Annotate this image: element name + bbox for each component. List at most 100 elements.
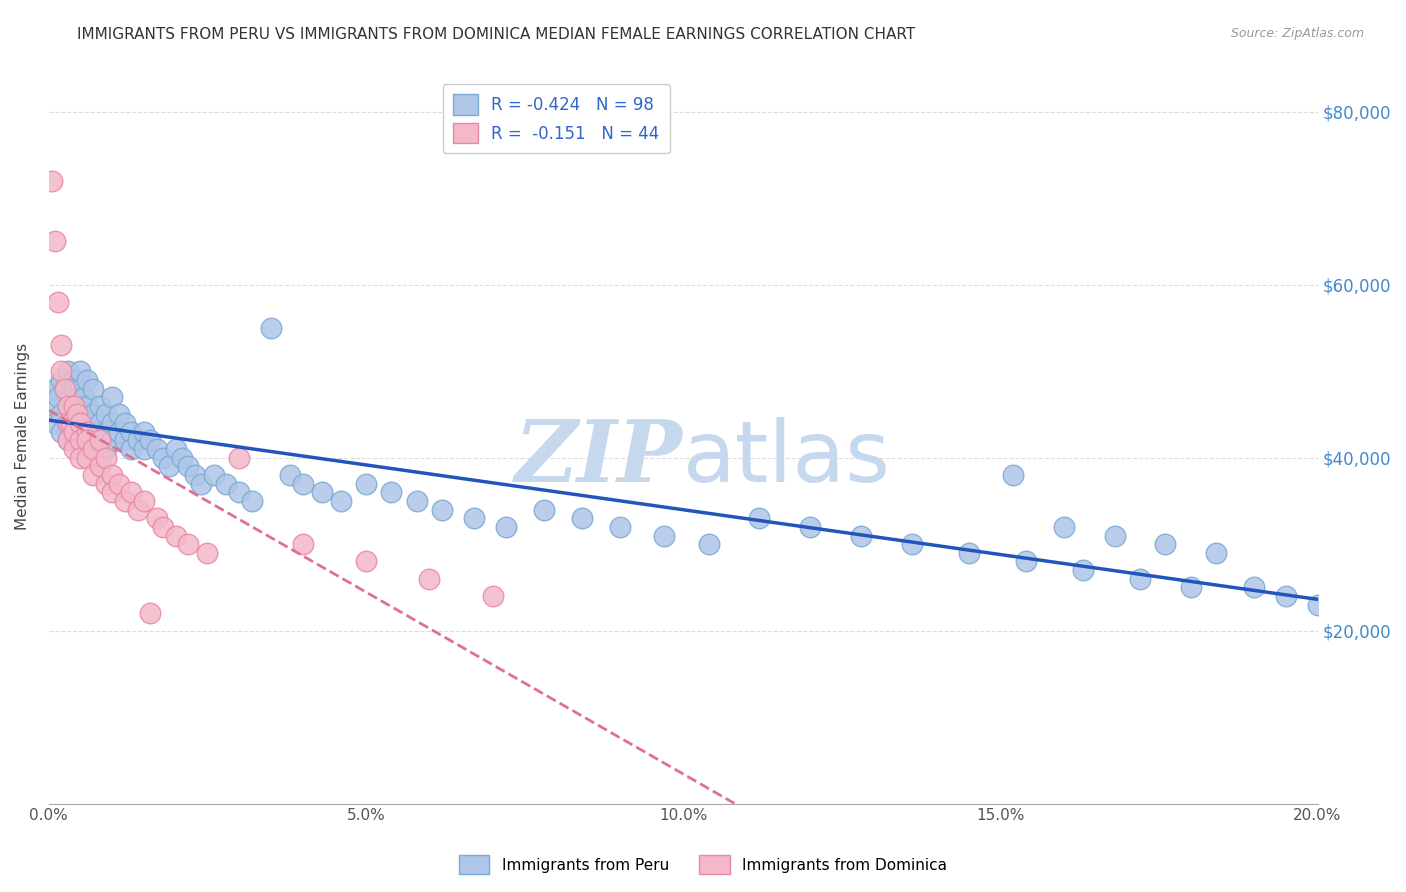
Point: [41, 399, 63, 413]
Text: ZIP: ZIP: [515, 417, 683, 500]
Point: [69, 450, 91, 465]
Point: [652, 528, 675, 542]
Point: [190, 476, 212, 491]
Point: [44, 416, 66, 430]
Point: [56, 399, 79, 413]
Point: [139, 607, 162, 621]
Point: [89, 434, 111, 448]
Point: [139, 434, 162, 448]
Point: [72, 390, 94, 404]
Point: [63, 442, 86, 456]
Point: [56, 399, 79, 413]
Point: [145, 511, 167, 525]
Point: [63, 382, 86, 396]
Point: [1275, 589, 1298, 603]
Text: Source: ZipAtlas.com: Source: ZipAtlas.com: [1230, 27, 1364, 40]
Point: [215, 476, 238, 491]
Legend: Immigrants from Peru, Immigrants from Dominica: Immigrants from Peru, Immigrants from Do…: [453, 849, 953, 880]
Point: [278, 467, 301, 482]
Point: [132, 494, 155, 508]
Point: [152, 450, 174, 465]
Point: [1071, 563, 1094, 577]
Point: [165, 442, 187, 456]
Point: [114, 416, 136, 430]
Point: [120, 442, 142, 456]
Point: [1001, 467, 1024, 482]
Point: [1104, 528, 1126, 542]
Point: [195, 546, 218, 560]
Point: [463, 511, 485, 525]
Point: [89, 450, 111, 465]
Point: [51, 338, 73, 352]
Point: [94, 442, 117, 456]
Point: [82, 382, 104, 396]
Point: [82, 442, 104, 456]
Point: [53, 382, 76, 396]
Point: [76, 434, 98, 448]
Point: [1180, 581, 1202, 595]
Point: [482, 589, 505, 603]
Point: [51, 373, 73, 387]
Point: [63, 399, 86, 413]
Point: [63, 373, 86, 387]
Point: [107, 425, 129, 439]
Point: [120, 485, 142, 500]
Point: [56, 416, 79, 430]
Point: [1205, 546, 1227, 560]
Point: [69, 416, 91, 430]
Point: [291, 476, 314, 491]
Point: [101, 485, 124, 500]
Point: [114, 434, 136, 448]
Point: [41, 174, 63, 188]
Point: [132, 425, 155, 439]
Point: [354, 554, 377, 568]
Point: [56, 434, 79, 448]
Point: [59, 390, 82, 404]
Point: [63, 425, 86, 439]
Point: [56, 364, 79, 378]
Point: [82, 408, 104, 422]
Point: [405, 494, 427, 508]
Point: [1306, 598, 1329, 612]
Text: IMMIGRANTS FROM PERU VS IMMIGRANTS FROM DOMINICA MEDIAN FEMALE EARNINGS CORRELAT: IMMIGRANTS FROM PERU VS IMMIGRANTS FROM …: [77, 27, 915, 42]
Point: [107, 408, 129, 422]
Point: [101, 467, 124, 482]
Point: [1154, 537, 1177, 551]
Point: [132, 442, 155, 456]
Point: [56, 416, 79, 430]
Point: [59, 416, 82, 430]
Point: [94, 476, 117, 491]
Point: [1243, 581, 1265, 595]
Point: [44, 382, 66, 396]
Point: [748, 511, 770, 525]
Point: [1129, 572, 1152, 586]
Point: [697, 537, 720, 551]
Point: [1015, 554, 1038, 568]
Point: [311, 485, 333, 500]
Point: [101, 390, 124, 404]
Point: [609, 520, 631, 534]
Point: [82, 442, 104, 456]
Point: [89, 416, 111, 430]
Point: [89, 399, 111, 413]
Point: [900, 537, 922, 551]
Point: [101, 416, 124, 430]
Point: [291, 537, 314, 551]
Point: [51, 425, 73, 439]
Point: [76, 450, 98, 465]
Point: [127, 434, 149, 448]
Point: [114, 494, 136, 508]
Point: [240, 494, 263, 508]
Point: [202, 467, 225, 482]
Point: [571, 511, 593, 525]
Point: [56, 434, 79, 448]
Point: [46, 390, 69, 404]
Y-axis label: Median Female Earnings: Median Female Earnings: [15, 343, 30, 530]
Point: [430, 502, 453, 516]
Point: [107, 476, 129, 491]
Point: [495, 520, 517, 534]
Point: [94, 425, 117, 439]
Point: [418, 572, 440, 586]
Point: [380, 485, 402, 500]
Point: [354, 476, 377, 491]
